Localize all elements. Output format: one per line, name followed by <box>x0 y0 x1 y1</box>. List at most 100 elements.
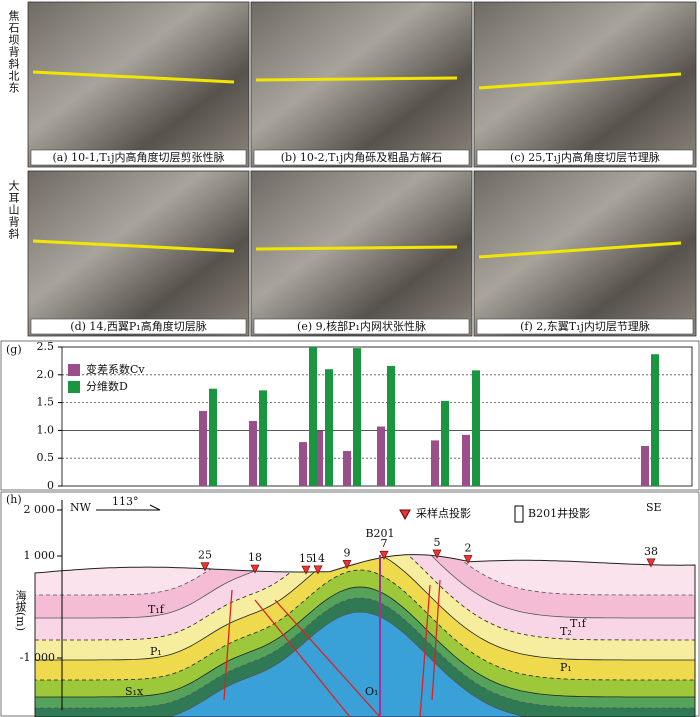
scale-bar <box>255 245 458 251</box>
fault <box>223 589 233 701</box>
formation-label: T₁f <box>148 603 165 616</box>
y-axis-label: 海拔(m) <box>14 589 27 631</box>
scale-bar <box>32 70 235 84</box>
y-tick-label: 1 000 <box>24 549 56 562</box>
bar <box>431 440 439 486</box>
formation-label: T₁f <box>570 617 587 630</box>
sample-marker <box>379 550 389 560</box>
legend-label: 变差系数Cv <box>86 362 145 376</box>
sample-label: 38 <box>644 545 658 558</box>
photo <box>473 170 697 337</box>
photo <box>473 1 697 168</box>
bar <box>249 420 257 486</box>
bar <box>353 348 361 486</box>
sample-label: 7 <box>381 537 388 550</box>
topography <box>34 554 696 717</box>
bar <box>259 390 267 486</box>
scale-bar <box>478 72 682 90</box>
bar <box>199 410 207 486</box>
caption-box <box>253 149 470 166</box>
legend-swatch <box>68 364 80 376</box>
y-tick-label: 2 000 <box>24 503 56 516</box>
direction: NW <box>70 501 92 514</box>
sample-label: 5 <box>434 536 441 549</box>
sample-marker <box>301 565 311 575</box>
legend-triangle <box>399 509 411 521</box>
sample-label: 9 <box>344 546 351 559</box>
y-tick-label: 1.5 <box>37 396 55 409</box>
sample-label: 18 <box>248 551 262 564</box>
photo <box>27 1 250 168</box>
section-layers <box>35 554 695 717</box>
direction: SE <box>646 501 662 514</box>
legend-label: 采样点投影 <box>416 506 471 520</box>
caption-box <box>476 318 694 335</box>
scale-bar <box>255 76 458 82</box>
bar <box>299 442 307 486</box>
fault <box>431 579 441 701</box>
bar <box>343 450 351 486</box>
formation-label: P₁ <box>150 645 162 658</box>
sample-label: 15 <box>299 552 313 565</box>
y-tick-label: 1.0 <box>37 423 55 436</box>
y-tick-label: 2.0 <box>37 368 55 381</box>
scale-bar <box>32 239 235 253</box>
legend-label: B201井投影 <box>528 506 590 520</box>
y-tick-label: 2.5 <box>37 340 55 353</box>
bar <box>377 426 385 486</box>
fault <box>419 584 431 717</box>
bar <box>641 445 649 486</box>
scale-bar <box>478 241 682 259</box>
fault <box>254 599 351 717</box>
sample-marker <box>200 562 210 572</box>
sample-marker <box>432 549 442 559</box>
azimuth: 113° <box>112 495 139 508</box>
legend-box <box>514 505 524 523</box>
photo-caption: (d) 14,西翼P₁高角度切层脉 <box>70 319 206 333</box>
photo-caption: (a) 10-1,T₁j内高角度切层剪张性脉 <box>52 150 224 164</box>
sample-marker <box>313 565 323 575</box>
rock-layer <box>35 611 695 717</box>
formation-label: O₁ <box>365 685 378 698</box>
photo-caption: (b) 10-2,T₁j内角砾及粗晶方解石 <box>281 150 443 164</box>
sample-marker <box>342 560 352 570</box>
sample-label: 14 <box>311 552 325 565</box>
sample-label: 2 <box>465 541 472 554</box>
azimuth-arrow <box>96 504 161 511</box>
photo-caption: (e) 9,核部P₁内网状张性脉 <box>297 319 426 333</box>
bar <box>651 354 659 486</box>
y-tick-label: 0.5 <box>37 451 55 464</box>
panel-frame <box>0 340 700 491</box>
side-label: 大耳山背斜 <box>7 179 20 240</box>
photo-caption: (c) 25,T₁j内高角度切层节理脉 <box>510 150 660 164</box>
sample-label: 25 <box>198 549 212 562</box>
side-label: 焦石坝背斜北东 <box>7 10 20 94</box>
bar <box>309 347 317 486</box>
formation-label: S₁x <box>125 685 144 698</box>
photo-caption: (f) 2,东翼T₁j内切层节理脉 <box>520 319 650 333</box>
sample-marker <box>646 558 656 568</box>
bar <box>472 370 480 486</box>
sample-marker <box>463 555 473 565</box>
panel-label: (h) <box>6 493 22 506</box>
bar <box>387 365 395 486</box>
well-label: B201 <box>365 527 394 540</box>
legend-swatch <box>68 381 80 393</box>
formation-label: T₂ <box>560 625 572 638</box>
sample-marker <box>250 564 260 574</box>
panel-label: (g) <box>6 343 22 356</box>
legend-label: 分维数D <box>86 380 128 393</box>
photo <box>27 170 250 337</box>
caption-box <box>253 318 470 335</box>
bar <box>209 388 217 486</box>
caption-box <box>30 149 247 166</box>
caption-box <box>30 318 247 335</box>
bar <box>441 400 449 486</box>
bar <box>462 434 470 486</box>
y-tick-label: -1 000 <box>20 651 55 664</box>
photo <box>250 170 473 337</box>
fault <box>274 599 381 717</box>
bar <box>315 430 323 486</box>
